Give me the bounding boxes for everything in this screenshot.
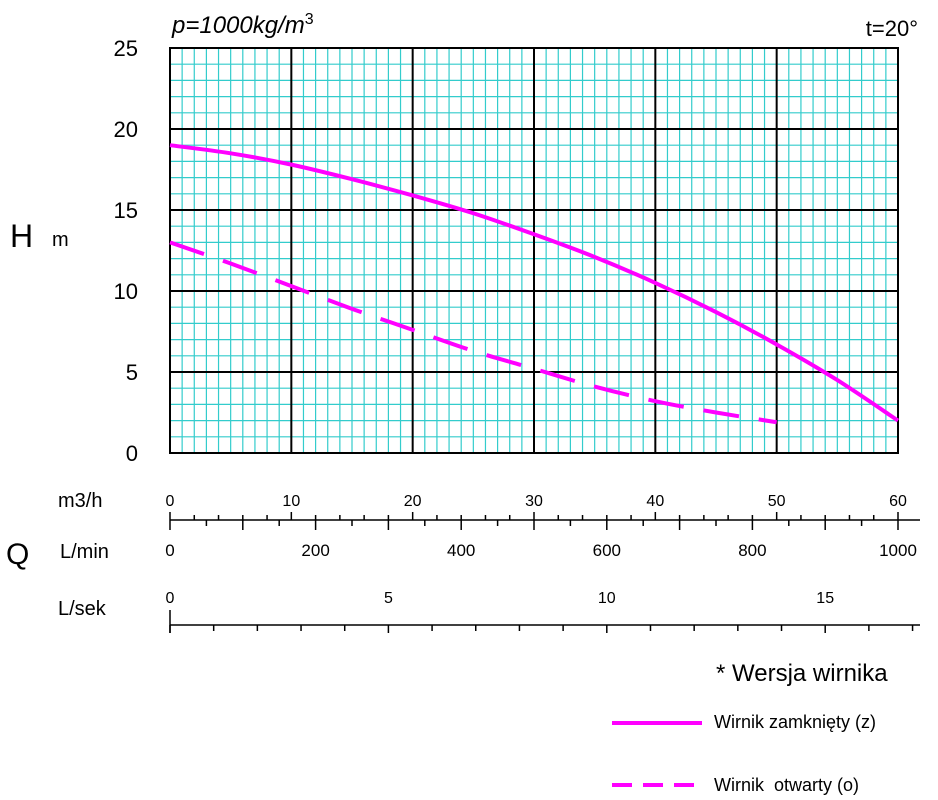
x-tick-label-lsek: 15: [816, 590, 834, 607]
y-tick-label: 0: [126, 441, 138, 466]
plot-curves: [169, 143, 900, 425]
y-tick-label: 10: [114, 279, 138, 304]
x-tick-label-m3h: 50: [768, 493, 786, 510]
density-label: p=1000kg/m3: [171, 11, 314, 39]
legend-label-open: Wirnik otwarty (o): [714, 775, 860, 795]
y-tick-label: 20: [114, 117, 138, 142]
x-axis-unit-lsek: L/sek: [58, 598, 107, 620]
x-tick-label-m3h: 0: [166, 493, 175, 510]
series-line-open-impeller: [169, 240, 777, 425]
x-tick-label-lmin: 600: [593, 541, 621, 560]
q-axis-label: Q: [6, 538, 29, 571]
x-tick-label-m3h: 40: [646, 493, 664, 510]
x-tick-label-lmin: 200: [301, 541, 329, 560]
x-tick-label-m3h: 60: [889, 493, 907, 510]
y-axis-label: H: [10, 218, 33, 254]
x-tick-label-lmin: 1000: [879, 541, 917, 560]
x-tick-label-lmin: 0: [165, 541, 174, 560]
series-line-closed-impeller: [169, 143, 900, 423]
x-tick-label-lsek: 10: [598, 590, 616, 607]
x-axis-unit-m3h: m3/h: [58, 490, 102, 512]
x-tick-label-lmin: 400: [447, 541, 475, 560]
x-tick-label-lsek: 0: [166, 590, 175, 607]
x-axis-unit-lmin: L/min: [60, 541, 109, 563]
plot-frame: [169, 47, 899, 454]
y-axis-unit: m: [52, 229, 69, 251]
temperature-label: t=20°: [866, 16, 918, 41]
x-tick-label-m3h: 10: [282, 493, 300, 510]
legend-heading: * Wersja wirnika: [716, 660, 888, 687]
plot-grid: [169, 47, 899, 454]
x-tick-label-m3h: 30: [525, 493, 543, 510]
y-tick-label: 25: [114, 36, 138, 61]
y-tick-label: 15: [114, 198, 138, 223]
x-tick-label-lsek: 5: [384, 590, 393, 607]
y-tick-labels: 25 20 15 10 5 0: [114, 36, 138, 466]
y-tick-label: 5: [126, 360, 138, 385]
x-tick-label-lmin: 800: [738, 541, 766, 560]
x-tick-label-m3h: 20: [404, 493, 422, 510]
legend-label-closed: Wirnik zamknięty (z): [714, 712, 877, 732]
